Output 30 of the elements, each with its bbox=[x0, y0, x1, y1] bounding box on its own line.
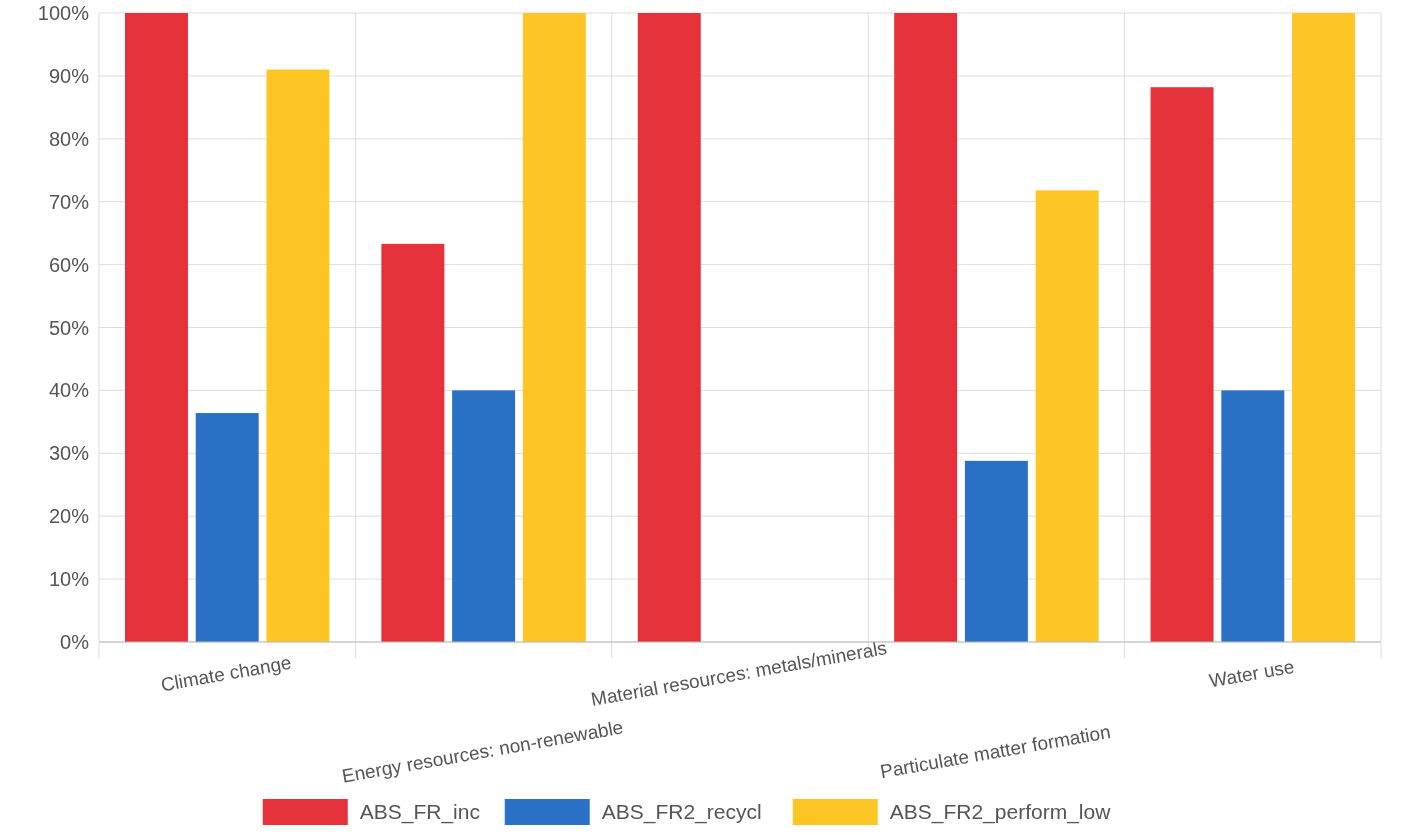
bar bbox=[964, 460, 1028, 642]
y-tick-label: 40% bbox=[48, 379, 90, 402]
bar bbox=[522, 13, 586, 642]
bar bbox=[1150, 87, 1214, 642]
x-tick-label: Water use bbox=[1207, 655, 1296, 692]
y-tick-label: 50% bbox=[48, 316, 90, 339]
bar bbox=[381, 243, 445, 642]
y-tick-label: 0% bbox=[60, 631, 90, 653]
x-tick-label: Particulate matter formation bbox=[878, 721, 1113, 783]
y-tick-label: 20% bbox=[48, 505, 90, 528]
bar bbox=[1292, 13, 1355, 642]
x-tick-label: Climate change bbox=[159, 651, 293, 696]
y-tick-label: 100% bbox=[37, 2, 90, 24]
bar bbox=[125, 13, 188, 642]
bar bbox=[195, 413, 259, 642]
bar bbox=[1221, 390, 1285, 642]
bar bbox=[894, 13, 958, 642]
bar bbox=[266, 69, 330, 642]
legend-label: ABS_FR2_perform_low bbox=[889, 800, 1112, 824]
bar bbox=[637, 13, 701, 642]
legend-label: ABS_FR_inc bbox=[359, 800, 480, 824]
legend-label: ABS_FR2_recycl bbox=[601, 800, 762, 824]
y-tick-label: 30% bbox=[48, 442, 90, 465]
y-tick-label: 70% bbox=[48, 190, 90, 213]
bar bbox=[452, 390, 516, 642]
bar bbox=[1035, 190, 1099, 642]
y-tick-label: 60% bbox=[48, 253, 90, 276]
y-tick-label: 80% bbox=[48, 127, 90, 150]
y-tick-label: 10% bbox=[48, 568, 90, 591]
y-tick-label: 90% bbox=[48, 64, 90, 87]
